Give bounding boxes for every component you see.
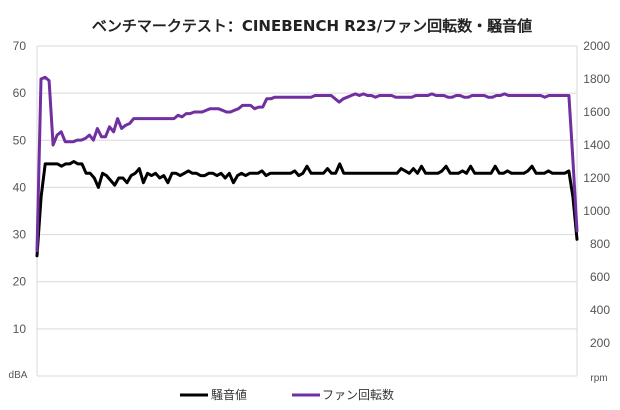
right-tick-label: 800 [590, 237, 610, 251]
legend-label-fan: ファン回転数 [322, 387, 394, 402]
chart-title: ベンチマークテスト：CINEBENCH R23/ファン回転数・騒音値 [92, 17, 532, 35]
left-tick-label: 60 [13, 86, 27, 100]
legend-label-noise: 騒音値 [211, 387, 247, 402]
series-line-noise [35, 160, 579, 258]
series-lines [35, 75, 579, 258]
left-axis-tick-labels: 10 20 30 40 50 60 70 [13, 39, 27, 336]
legend: 騒音値 ファン回転数 [180, 387, 394, 402]
right-tick-label: 1400 [583, 138, 610, 152]
right-tick-label: 2000 [583, 39, 610, 53]
left-tick-label: 10 [13, 322, 27, 336]
left-tick-label: 70 [13, 39, 27, 53]
right-tick-label: 1600 [583, 105, 610, 119]
right-tick-label: 200 [590, 336, 610, 350]
right-tick-label: 1200 [583, 171, 610, 185]
right-tick-label: 400 [590, 303, 610, 317]
left-tick-label: 20 [13, 275, 27, 289]
left-axis-unit: dBA [9, 370, 28, 381]
left-tick-label: 40 [13, 180, 27, 194]
left-tick-label: 50 [13, 133, 27, 147]
right-axis-tick-labels: 200 400 600 800 1000 1200 1400 1600 1800 2000 [583, 39, 610, 350]
left-tick-label: 30 [13, 228, 27, 242]
right-tick-label: 1800 [583, 72, 610, 86]
gridlines [36, 45, 578, 377]
right-axis-unit: rpm [590, 373, 607, 384]
right-tick-label: 1000 [583, 204, 610, 218]
right-tick-label: 600 [590, 270, 610, 284]
series-line-fan [35, 75, 579, 253]
